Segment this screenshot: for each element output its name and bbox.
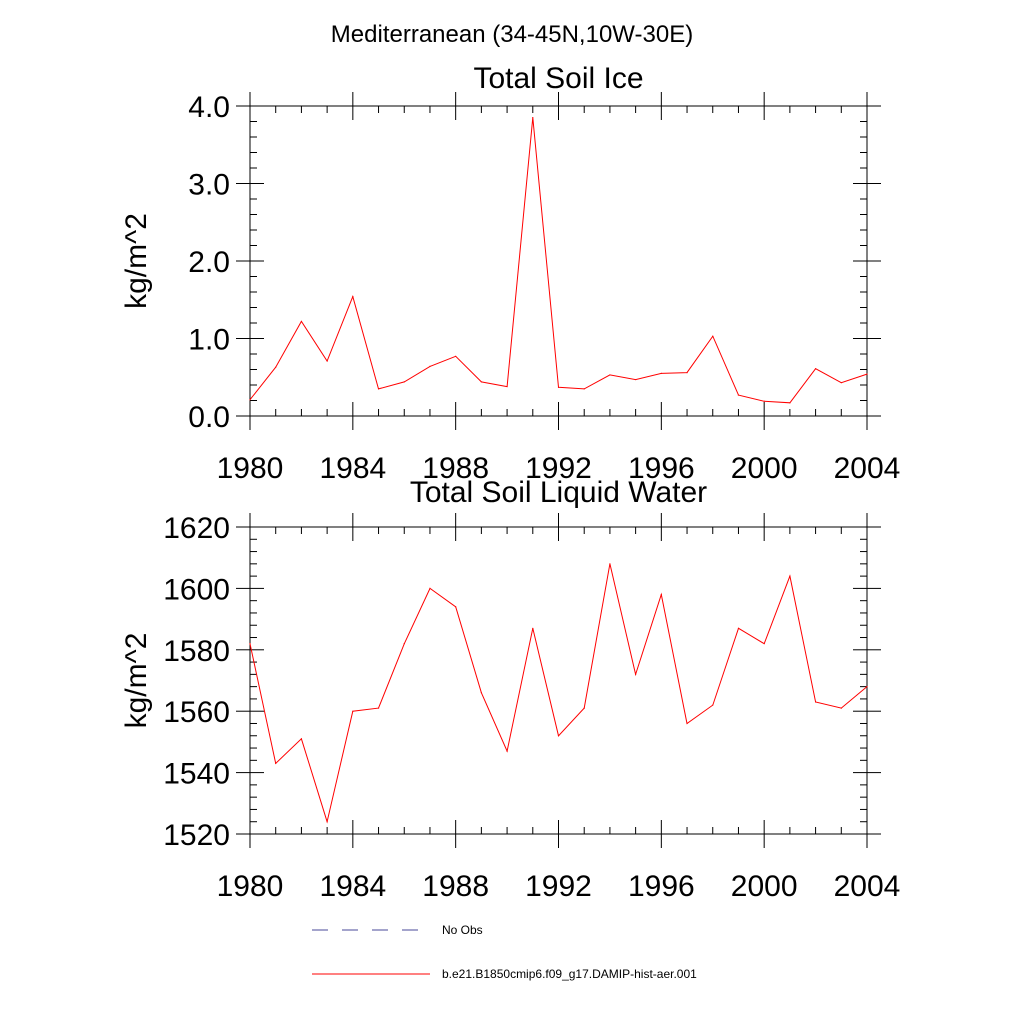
plot-frame: [249, 105, 868, 417]
data-point: [583, 388, 585, 390]
data-point: [712, 335, 714, 337]
panel-title: Total Soil Ice: [473, 62, 643, 95]
series-line: [249, 117, 868, 404]
data-point: [866, 686, 868, 688]
data-point: [557, 735, 560, 737]
data-point: [352, 710, 354, 712]
data-point: [532, 117, 534, 119]
data-point: [840, 382, 842, 384]
legend: No Obs b.e21.B1850cmip6.f09_g17.DAMIP-hi…: [312, 923, 697, 981]
data-point: [866, 373, 868, 375]
data-point: [429, 365, 431, 367]
x-tick-label: 1996: [628, 452, 695, 485]
y-tick-label: 1620: [163, 512, 230, 545]
data-point: [300, 738, 303, 740]
data-point: [249, 399, 251, 401]
data-point: [352, 296, 354, 298]
x-tick-label: 1988: [422, 870, 489, 903]
x-tick-label: 1984: [319, 452, 386, 485]
data-point: [275, 762, 277, 764]
panel-total-soil-ice: Total Soil Ice kg/m^2 1980 1984 1988 1992 1996…: [120, 62, 900, 485]
panel-title: Total Soil Liquid Water: [410, 476, 707, 509]
data-point: [403, 643, 405, 645]
data-point: [455, 355, 457, 357]
data-point: [326, 821, 328, 823]
data-point: [737, 394, 740, 396]
data-point: [480, 381, 482, 383]
data-point: [480, 692, 482, 694]
x-tick-label: 1988: [422, 452, 489, 485]
panel-total-soil-liquid-water: Total Soil Liquid Water kg/m^2 1980 1984 198…: [120, 476, 900, 903]
legend-model-label: b.e21.B1850cmip6.f09_g17.DAMIP-hist-aer.…: [442, 967, 697, 981]
data-point: [300, 320, 303, 323]
y-tick-label: 1580: [163, 635, 230, 668]
legend-obs-label: No Obs: [442, 923, 483, 937]
y-tick-label: 3.0: [188, 169, 230, 202]
x-tick-label: 2000: [731, 452, 798, 485]
data-point: [249, 643, 251, 645]
x-tick-label: 1980: [217, 452, 284, 485]
y-tick-label: 1560: [163, 696, 230, 729]
data-point: [763, 400, 765, 402]
data-point: [635, 378, 637, 381]
data-point: [275, 366, 277, 368]
data-point: [532, 627, 534, 629]
x-tick-label: 2000: [731, 870, 798, 903]
data-point: [635, 673, 637, 675]
data-point: [814, 368, 817, 370]
x-tick-label: 1980: [217, 870, 284, 903]
x-tick-label: 2004: [834, 870, 901, 903]
x-tick-label: 1984: [319, 870, 386, 903]
data-point: [583, 707, 585, 709]
data-point: [377, 707, 380, 709]
data-point: [326, 360, 328, 362]
y-tick-label: 2.0: [188, 246, 230, 279]
data-point: [609, 374, 611, 376]
data-point: [840, 707, 842, 709]
data-point: [712, 704, 714, 706]
data-point: [789, 402, 791, 404]
x-tick-label: 1992: [525, 870, 592, 903]
y-tick-label: 1600: [163, 573, 230, 606]
data-point: [429, 587, 431, 590]
y-tick-label: 1520: [163, 819, 230, 852]
plot-frame: [249, 526, 868, 835]
data-point: [557, 386, 560, 388]
data-point: [506, 750, 508, 752]
data-point: [789, 575, 791, 577]
data-point: [686, 722, 688, 725]
data-point: [737, 627, 740, 629]
data-point: [814, 701, 817, 703]
y-axis-label: kg/m^2: [120, 213, 153, 309]
y-tick-label: 0.0: [188, 401, 230, 434]
y-axis-label: kg/m^2: [120, 633, 153, 729]
data-point: [506, 385, 508, 388]
data-point: [377, 388, 380, 390]
y-tick-label: 1540: [163, 758, 230, 791]
data-point: [403, 381, 405, 383]
series-line: [249, 563, 868, 824]
figure-title: Mediterranean (34-45N,10W-30E): [331, 21, 693, 48]
data-point: [763, 643, 765, 645]
x-tick-label: 1996: [628, 870, 695, 903]
x-tick-label: 2004: [834, 452, 901, 485]
data-point: [660, 593, 662, 596]
data-point: [686, 372, 688, 374]
y-tick-label: 4.0: [188, 91, 230, 124]
data-point: [455, 606, 457, 608]
y-tick-label: 1.0: [188, 324, 230, 357]
data-point: [609, 563, 611, 565]
x-tick-label: 1992: [525, 452, 592, 485]
data-point: [660, 372, 662, 374]
